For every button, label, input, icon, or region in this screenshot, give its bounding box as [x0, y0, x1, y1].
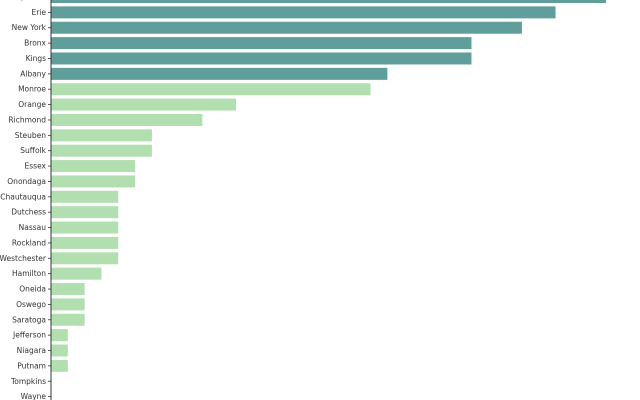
category-label-tompkins: Tompkins: [10, 377, 46, 386]
bar-dutchess: [51, 206, 119, 219]
category-label-monroe: Monroe: [18, 85, 46, 94]
category-label-hamilton: Hamilton: [12, 269, 46, 278]
bar-westchester: [51, 252, 119, 265]
category-label-oswego: Oswego: [16, 300, 46, 309]
bar-steuben: [51, 129, 152, 142]
category-label-oneida: Oneida: [19, 285, 46, 294]
bars-group: [51, 0, 606, 372]
bar-hamilton: [51, 267, 102, 280]
category-label-steuben: Steuben: [15, 131, 46, 140]
bar-onondaga: [51, 175, 136, 188]
bar-kings: [51, 52, 472, 65]
bar-queens: [51, 0, 606, 3]
bar-new-york: [51, 21, 522, 34]
category-label-bronx: Bronx: [24, 39, 46, 48]
bar-monroe: [51, 83, 371, 96]
bar-erie: [51, 6, 556, 19]
category-label-essex: Essex: [25, 162, 47, 171]
bar-oneida: [51, 283, 85, 296]
category-label-erie: Erie: [31, 8, 46, 17]
category-label-jefferson: Jefferson: [12, 331, 46, 340]
bar-rockland: [51, 236, 119, 249]
category-label-new-york: New York: [12, 23, 47, 32]
category-label-nassau: Nassau: [19, 223, 47, 232]
category-label-orange: Orange: [18, 100, 46, 109]
category-label-suffolk: Suffolk: [20, 146, 46, 155]
category-label-rockland: Rockland: [12, 238, 46, 247]
bar-albany: [51, 67, 388, 80]
category-labels-group: Queens Erie New York Bronx Kings Albany Monroe…: [0, 0, 51, 400]
bar-chautauqua: [51, 190, 119, 203]
category-label-niagara: Niagara: [17, 346, 46, 355]
bar-saratoga: [51, 313, 85, 326]
bar-richmond: [51, 113, 203, 126]
category-label-kings: Kings: [26, 54, 47, 63]
category-label-richmond: Richmond: [8, 115, 46, 124]
bar-bronx: [51, 37, 472, 50]
bar-essex: [51, 160, 136, 173]
category-label-wayne: Wayne: [21, 392, 47, 400]
bar-jefferson: [51, 329, 68, 342]
category-label-putnam: Putnam: [17, 361, 46, 370]
category-label-onondaga: Onondaga: [7, 177, 46, 186]
category-label-dutchess: Dutchess: [11, 208, 46, 217]
category-label-westchester: Westchester: [0, 254, 47, 263]
bar-nassau: [51, 221, 119, 234]
bar-suffolk: [51, 144, 152, 157]
category-label-chautauqua: Chautauqua: [0, 192, 46, 201]
category-label-albany: Albany: [20, 69, 46, 78]
bar-putnam: [51, 359, 68, 372]
bar-niagara: [51, 344, 68, 357]
category-label-saratoga: Saratoga: [12, 315, 46, 324]
bar-orange: [51, 98, 236, 111]
category-label-queens: Queens: [17, 0, 46, 2]
bar-oswego: [51, 298, 85, 311]
